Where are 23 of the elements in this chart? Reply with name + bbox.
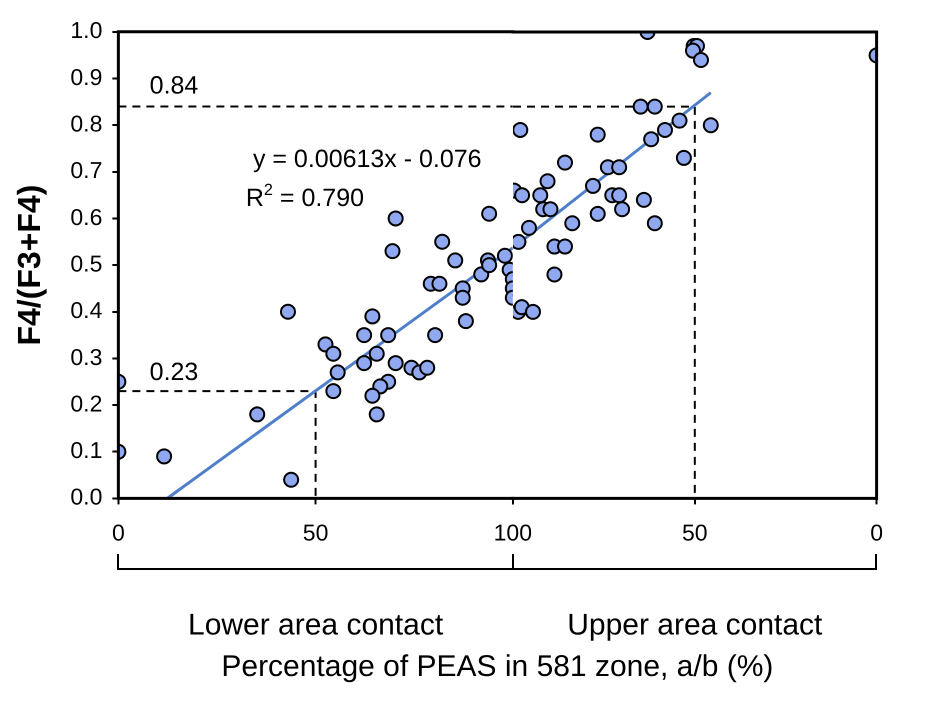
y-tick-label: 0.2: [70, 390, 102, 416]
y-tick-label: 0.5: [70, 250, 102, 276]
x-tick-label: 0: [112, 520, 125, 546]
y-tick-label: 0.9: [70, 64, 102, 90]
y-tick-label: 1.0: [70, 17, 102, 44]
x-tick-label: 0: [870, 519, 883, 546]
y-tick-label: 0.1: [70, 437, 102, 464]
y-tick-label: 0.7: [70, 157, 102, 184]
y-tick-label: 0.8: [70, 110, 102, 136]
annotation: 0.84: [150, 72, 198, 100]
y-axis-title: F4/(F3+F4): [11, 184, 48, 346]
annotation: 0.23: [150, 358, 198, 386]
y-tick-label: 0.4: [70, 297, 103, 324]
y-tick-label: 0.6: [70, 204, 102, 230]
x-axis-title: Upper area contact: [567, 608, 823, 642]
y-tick-label: 0.0: [70, 484, 102, 510]
x-axis-title: Lower area contact: [188, 608, 444, 642]
text: Percentage of PEAS in 581 zone, a/b (%): [220, 650, 774, 684]
x-tick-label: 100: [494, 520, 532, 546]
annotation: y = 0.00613x - 0.076: [252, 145, 482, 174]
y-tick-label: 0.3: [70, 344, 102, 370]
x-tick-label: 50: [302, 520, 328, 546]
x-tick-label: 50: [682, 519, 708, 546]
